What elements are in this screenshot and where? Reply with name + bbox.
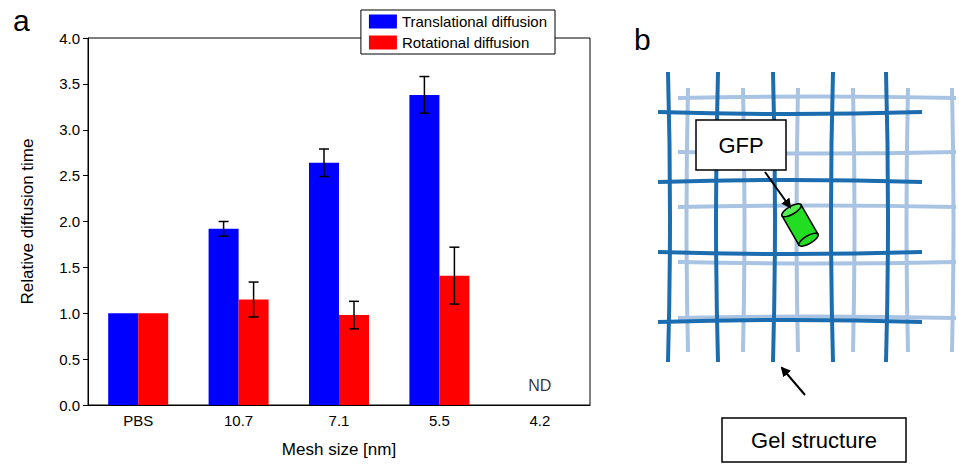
svg-text:0.5: 0.5 bbox=[59, 351, 80, 368]
svg-text:Gel structure: Gel structure bbox=[751, 428, 877, 453]
svg-text:Translational diffusion: Translational diffusion bbox=[402, 13, 547, 30]
svg-text:4.0: 4.0 bbox=[59, 30, 80, 47]
svg-text:3.0: 3.0 bbox=[59, 121, 80, 138]
svg-text:b: b bbox=[634, 23, 651, 56]
svg-text:1.0: 1.0 bbox=[59, 305, 80, 322]
svg-text:Relative diffusion time: Relative diffusion time bbox=[18, 139, 37, 305]
svg-text:3.5: 3.5 bbox=[59, 75, 80, 92]
svg-text:GFP: GFP bbox=[718, 133, 763, 158]
svg-text:10.7: 10.7 bbox=[224, 412, 253, 429]
svg-text:1.5: 1.5 bbox=[59, 259, 80, 276]
svg-text:2.0: 2.0 bbox=[59, 213, 80, 230]
svg-text:0.0: 0.0 bbox=[59, 397, 80, 414]
svg-text:PBS: PBS bbox=[123, 412, 153, 429]
svg-text:5.5: 5.5 bbox=[429, 412, 450, 429]
svg-text:7.1: 7.1 bbox=[329, 412, 350, 429]
svg-text:4.2: 4.2 bbox=[529, 412, 550, 429]
svg-text:2.5: 2.5 bbox=[59, 167, 80, 184]
svg-text:ND: ND bbox=[528, 377, 551, 394]
svg-text:Rotational diffusion: Rotational diffusion bbox=[402, 34, 529, 51]
svg-text:a: a bbox=[13, 4, 30, 37]
svg-text:Mesh size [nm]: Mesh size [nm] bbox=[282, 440, 396, 459]
